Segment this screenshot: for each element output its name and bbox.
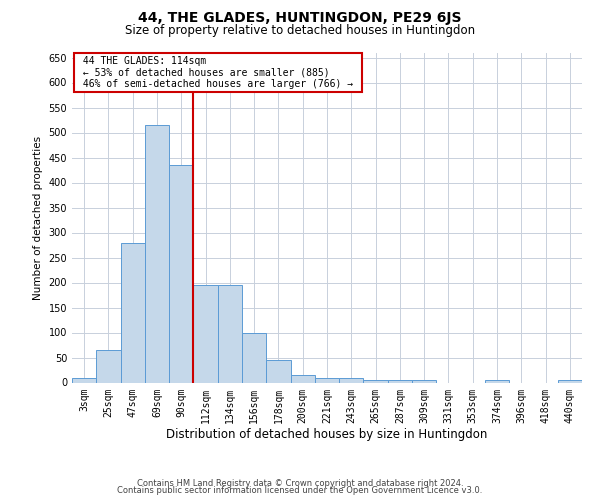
Bar xyxy=(96,350,121,382)
Bar xyxy=(242,332,266,382)
Text: Contains HM Land Registry data © Crown copyright and database right 2024.: Contains HM Land Registry data © Crown c… xyxy=(137,478,463,488)
Text: 44, THE GLADES, HUNTINGDON, PE29 6JS: 44, THE GLADES, HUNTINGDON, PE29 6JS xyxy=(138,11,462,25)
Bar xyxy=(193,285,218,382)
Bar xyxy=(485,380,509,382)
X-axis label: Distribution of detached houses by size in Huntingdon: Distribution of detached houses by size … xyxy=(166,428,488,441)
Bar xyxy=(290,375,315,382)
Bar xyxy=(364,380,388,382)
Bar xyxy=(145,125,169,382)
Bar xyxy=(388,380,412,382)
Bar xyxy=(412,380,436,382)
Y-axis label: Number of detached properties: Number of detached properties xyxy=(33,136,43,300)
Bar xyxy=(339,378,364,382)
Text: 44 THE GLADES: 114sqm
 ← 53% of detached houses are smaller (885)
 46% of semi-d: 44 THE GLADES: 114sqm ← 53% of detached … xyxy=(77,56,359,89)
Bar xyxy=(218,285,242,382)
Bar xyxy=(266,360,290,382)
Bar xyxy=(558,380,582,382)
Bar xyxy=(72,378,96,382)
Text: Size of property relative to detached houses in Huntingdon: Size of property relative to detached ho… xyxy=(125,24,475,37)
Text: Contains public sector information licensed under the Open Government Licence v3: Contains public sector information licen… xyxy=(118,486,482,495)
Bar xyxy=(169,165,193,382)
Bar xyxy=(315,378,339,382)
Bar xyxy=(121,242,145,382)
